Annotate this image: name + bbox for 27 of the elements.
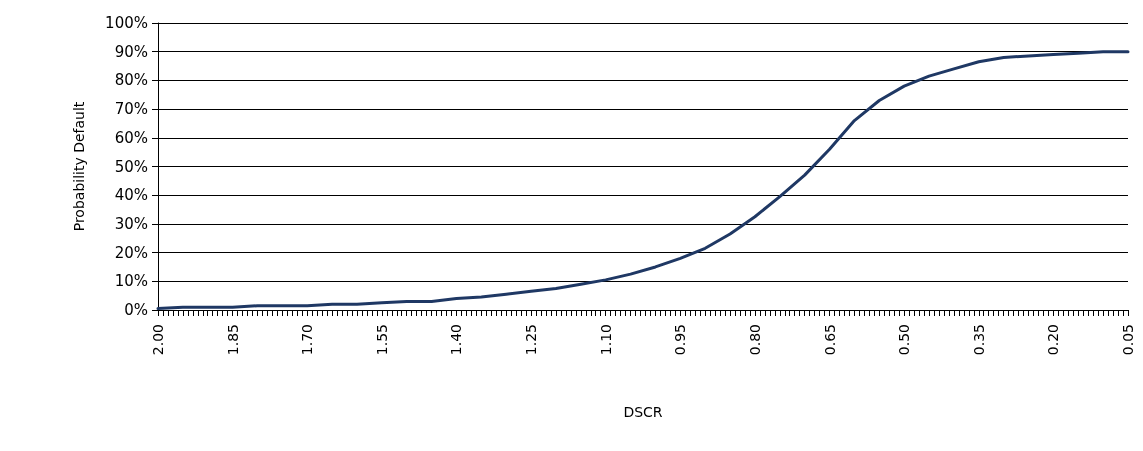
y-tick-label: 90% bbox=[114, 42, 148, 61]
x-tick-label: 0.50 bbox=[896, 324, 913, 356]
x-tick-label: 1.40 bbox=[448, 324, 465, 356]
y-tick-label: 100% bbox=[105, 14, 148, 32]
y-tick-label: 30% bbox=[114, 214, 148, 233]
x-tick-label: 1.10 bbox=[597, 324, 614, 356]
y-axis-title: Probability Default bbox=[71, 101, 87, 232]
y-tick-label: 0% bbox=[124, 301, 148, 319]
x-tick-label: 1.55 bbox=[373, 324, 390, 356]
x-tick-label: 2.00 bbox=[150, 324, 166, 356]
x-tick-label: 1.70 bbox=[299, 324, 316, 356]
x-tick-label: 0.20 bbox=[1045, 324, 1062, 356]
x-tick-label: 0.05 bbox=[1120, 324, 1136, 356]
x-tick-label: 0.80 bbox=[746, 324, 763, 356]
x-tick-label: 1.85 bbox=[224, 324, 241, 356]
x-tick-label: 0.65 bbox=[821, 324, 838, 356]
y-tick-label: 20% bbox=[114, 243, 148, 262]
x-axis-title: DSCR bbox=[623, 404, 663, 420]
y-tick-label: 40% bbox=[114, 186, 148, 205]
y-tick-label: 60% bbox=[114, 128, 148, 147]
y-tick-label: 10% bbox=[114, 272, 148, 291]
x-tick-label: 0.35 bbox=[970, 324, 987, 356]
y-tick-label: 80% bbox=[114, 71, 148, 90]
x-tick-label: 0.95 bbox=[672, 324, 689, 356]
y-tick-label: 50% bbox=[114, 157, 148, 176]
x-tick-label: 1.25 bbox=[523, 324, 540, 356]
y-tick-label: 70% bbox=[114, 100, 148, 119]
